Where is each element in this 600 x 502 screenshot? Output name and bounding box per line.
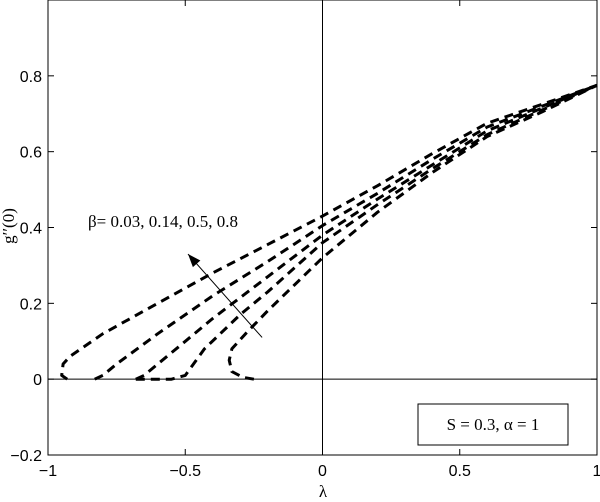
series-line (135, 83, 598, 381)
y-tick-label: −0.2 (10, 448, 42, 465)
arrow-head (187, 254, 201, 268)
y-tick-label: 0.6 (20, 145, 42, 162)
x-tick-label: 1 (593, 463, 600, 480)
x-axis-label: λ (319, 482, 328, 501)
series-layer (60, 83, 598, 381)
axis-ticks: −1 −0.5 0 0.5 1 −0.2 0 0.2 0.4 0.6 0.8 (10, 0, 600, 480)
x-tick-label: −1 (39, 463, 57, 480)
y-tick-label: 0.2 (20, 296, 42, 313)
y-tick-label: 0.8 (20, 69, 42, 86)
params-text: S = 0.3, α = 1 (447, 415, 540, 434)
series-line (227, 83, 598, 381)
y-tick-label: 0 (33, 372, 42, 389)
x-tick-label: −0.5 (169, 463, 201, 480)
x-tick-label: 0 (318, 463, 327, 480)
series-line (135, 83, 598, 381)
arrow-shaft (187, 253, 263, 338)
x-tick-label: 0.5 (449, 463, 471, 480)
params-box (417, 403, 569, 446)
series-line (94, 83, 598, 381)
beta-annotation: β= 0.03, 0.14, 0.5, 0.8 (88, 212, 238, 231)
y-axis-label: g′′(0) (0, 208, 18, 244)
y-tick-label: 0.4 (20, 221, 42, 238)
series-line (60, 83, 598, 381)
